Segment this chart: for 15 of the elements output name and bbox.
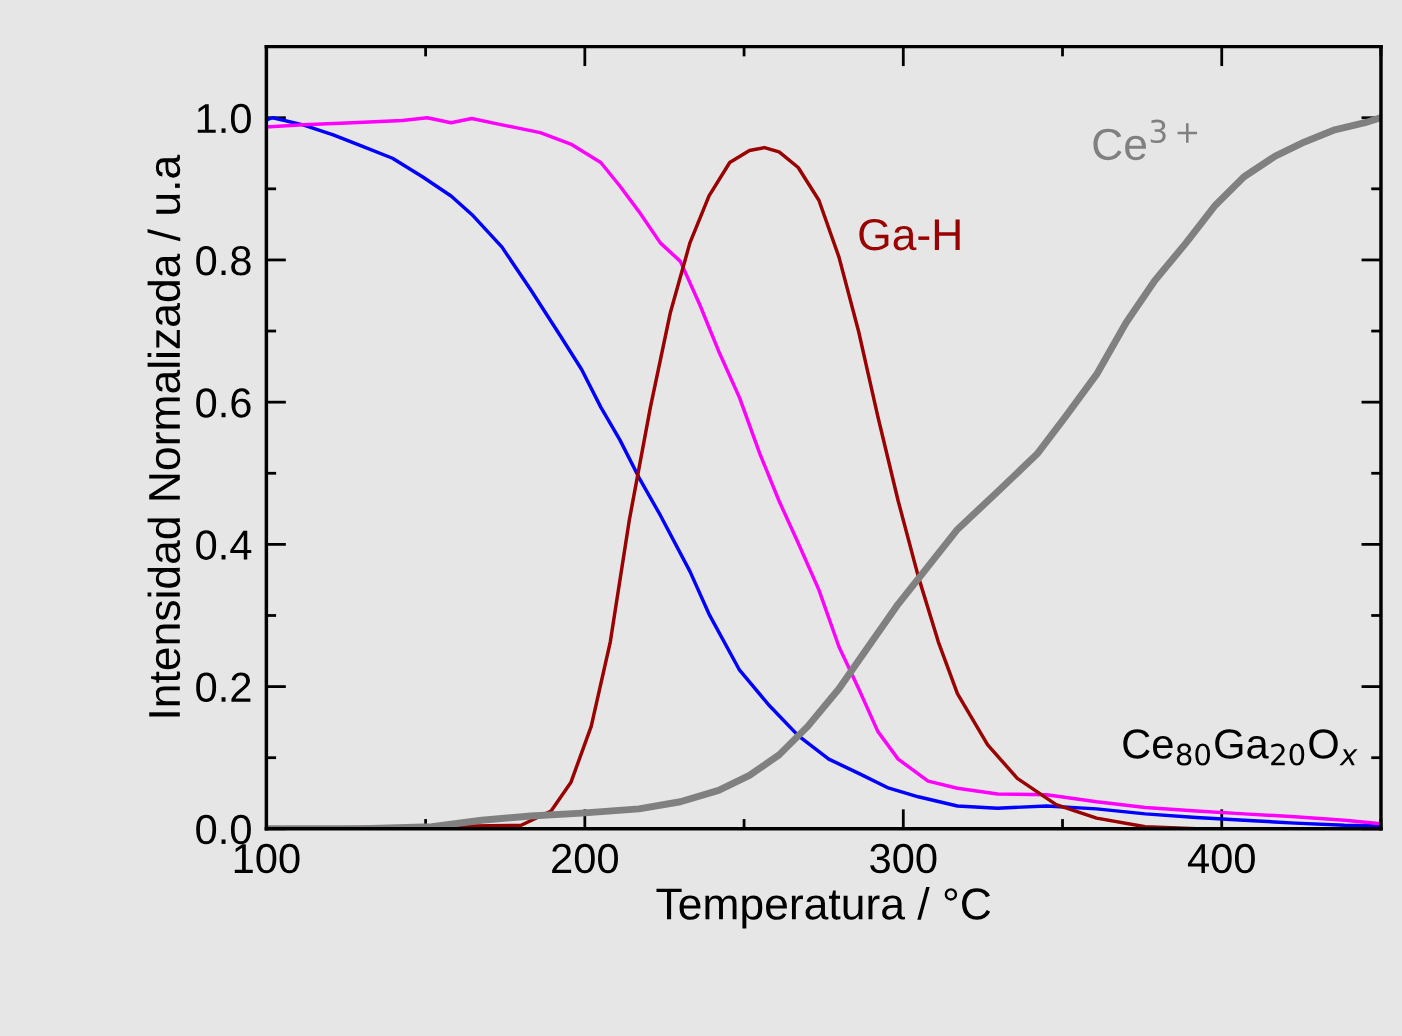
y-tick-label: 0.6	[196, 388, 251, 418]
y-tick-label: 0.8	[196, 245, 251, 276]
y-axis-title: Intensidad Normalizada / u.a	[147, 154, 181, 717]
annotation: Ce$_{80}$Ga$_{20}$O$_{x}$	[1123, 729, 1358, 766]
x-tick-label: 100	[234, 843, 300, 874]
x-tick-label: 300	[870, 843, 937, 874]
series-label: Ce$^{3+}$	[1093, 119, 1198, 161]
y-tick-label: 0.0	[196, 814, 251, 845]
y-tick-label: 0.2	[196, 672, 251, 703]
x-axis-title: Temperatura / °C	[656, 887, 991, 929]
y-tick-label: 1.0	[197, 103, 251, 134]
x-tick-label: 200	[552, 843, 618, 874]
x-tick-label: 400	[1187, 843, 1255, 874]
series-label: Ga-H	[859, 218, 960, 251]
y-tick-label: 0.4	[196, 530, 252, 560]
